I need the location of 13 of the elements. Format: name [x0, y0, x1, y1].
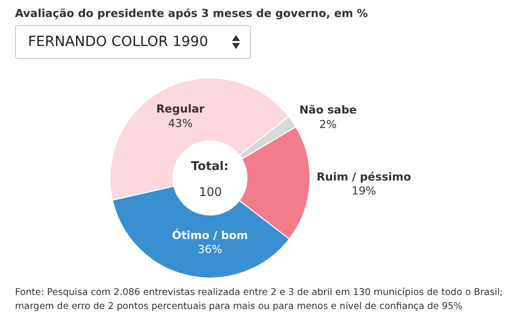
- data-label: 43%: [168, 116, 193, 130]
- slice-label: Ótimo / bom: [172, 228, 248, 242]
- source-note: Fonte: Pesquisa com 2.086 entrevistas realizada entre 2 e 3 de abril em 130 municípios de todo o Brasil; margem de erro de 2 pontos percentuais para mais ou para menos e nível de confiança de 95%: [15, 286, 504, 314]
- data-label: 19%: [352, 184, 376, 198]
- chart-subtitle: FERNANDO COLLOR 1990: [28, 34, 208, 50]
- chart-title: Avaliação do presidente após 3 meses de governo, em %: [15, 7, 368, 20]
- slice-label: Não sabe: [299, 103, 357, 116]
- slice-label: Ruim / péssimo: [316, 170, 412, 184]
- text: 100: [199, 185, 222, 199]
- data-label: 2%: [319, 118, 337, 131]
- data-label: 36%: [198, 243, 222, 256]
- text: Total:: [191, 159, 229, 173]
- slice-label: Regular: [156, 102, 206, 116]
